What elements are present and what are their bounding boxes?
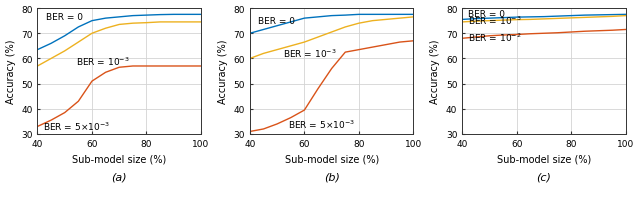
X-axis label: Sub-model size (%): Sub-model size (%): [72, 154, 166, 164]
Text: BER = 10$^{-3}$: BER = 10$^{-3}$: [468, 15, 522, 27]
Text: BER = 5×10$^{-3}$: BER = 5×10$^{-3}$: [288, 118, 355, 130]
X-axis label: Sub-model size (%): Sub-model size (%): [285, 154, 379, 164]
Text: (b): (b): [324, 172, 340, 182]
Text: BER = 5×10$^{-3}$: BER = 5×10$^{-3}$: [43, 120, 110, 133]
Y-axis label: Accuracy (%): Accuracy (%): [430, 40, 440, 104]
Text: BER = 10$^{-3}$: BER = 10$^{-3}$: [283, 48, 336, 60]
Y-axis label: Accuracy (%): Accuracy (%): [218, 40, 228, 104]
Y-axis label: Accuracy (%): Accuracy (%): [6, 40, 15, 104]
Text: BER = 10$^{-3}$: BER = 10$^{-3}$: [76, 55, 129, 67]
Text: BER = 0: BER = 0: [468, 10, 505, 19]
Text: BER = 0: BER = 0: [258, 17, 295, 26]
Text: (a): (a): [111, 172, 127, 182]
Text: BER = 0: BER = 0: [45, 13, 83, 22]
Text: (c): (c): [536, 172, 552, 182]
Text: BER = 10$^{-2}$: BER = 10$^{-2}$: [468, 31, 522, 44]
X-axis label: Sub-model size (%): Sub-model size (%): [497, 154, 591, 164]
